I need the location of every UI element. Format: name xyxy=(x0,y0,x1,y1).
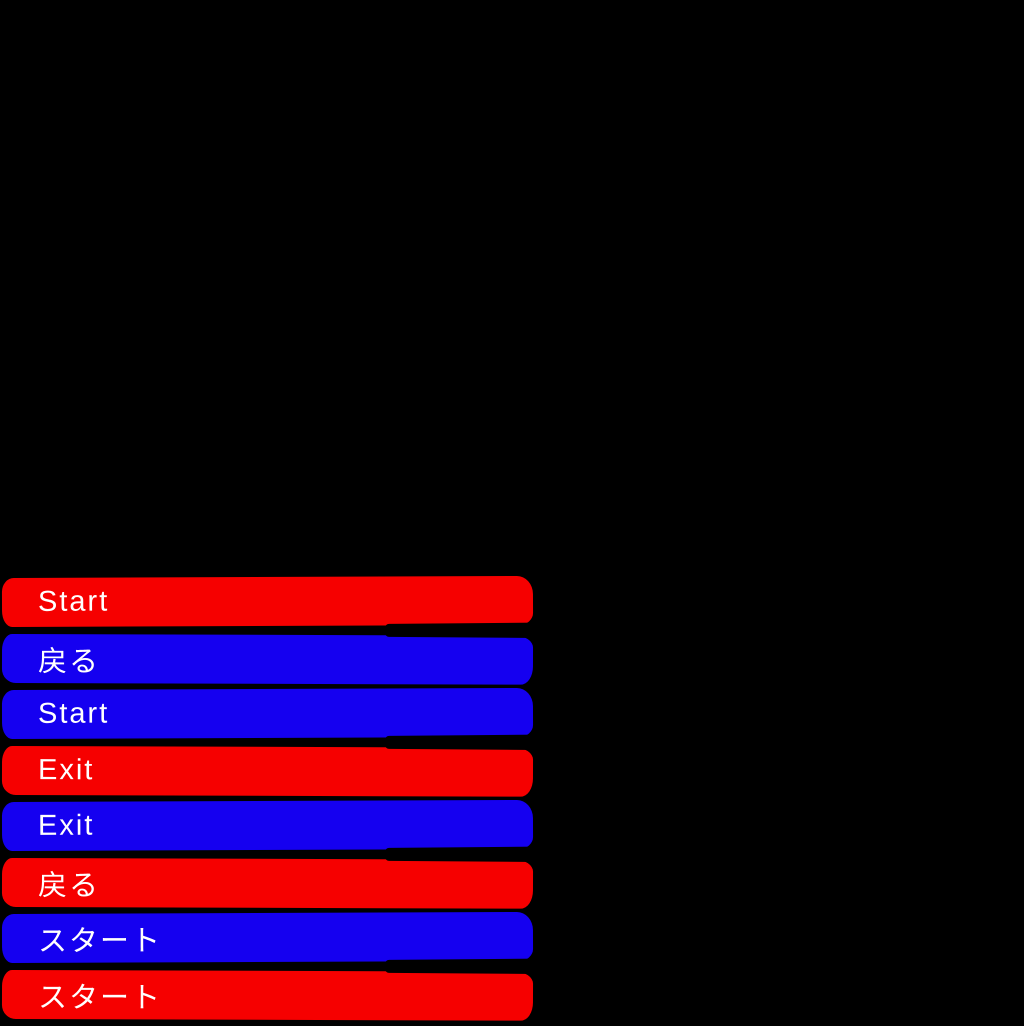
menu-button-exit-1[interactable]: Exit xyxy=(1,746,534,797)
menu-button-start-jp-1[interactable]: スタート xyxy=(1,911,534,963)
menu-button-exit-2[interactable]: Exit xyxy=(1,799,534,851)
menu-button-label: スタート xyxy=(37,924,163,958)
menu-button-label: Exit xyxy=(37,809,95,842)
menu-button-back-2[interactable]: 戻る xyxy=(1,858,534,909)
button-menu: Start 戻る Start Exit Exit 戻る スタート スタート xyxy=(1,575,534,1026)
menu-button-label: Start xyxy=(37,585,110,618)
menu-button-start-2[interactable]: Start xyxy=(1,687,534,739)
menu-button-label: 戻る xyxy=(37,869,101,902)
menu-button-label: 戻る xyxy=(37,645,101,678)
menu-button-label: Start xyxy=(37,697,110,730)
menu-button-start-jp-2[interactable]: スタート xyxy=(1,970,534,1021)
menu-button-start-1[interactable]: Start xyxy=(1,575,534,627)
menu-button-label: スタート xyxy=(37,981,163,1015)
menu-button-back-1[interactable]: 戻る xyxy=(1,634,534,685)
menu-button-label: Exit xyxy=(37,754,95,787)
